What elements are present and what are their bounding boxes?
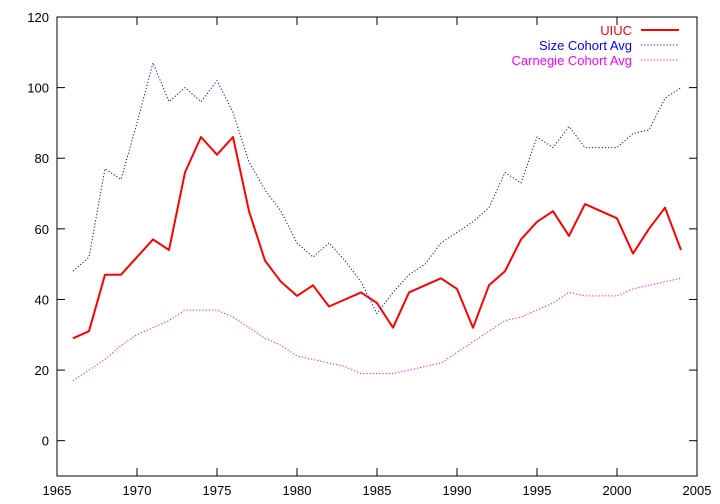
- x-tick-label: 1985: [363, 483, 392, 498]
- series-line-2: [72, 277, 682, 382]
- x-tick-label: 2005: [683, 483, 712, 498]
- y-tick-label: 0: [42, 434, 49, 449]
- series-line-1: [72, 62, 682, 315]
- y-tick-label: 120: [27, 10, 49, 25]
- series-layer: [72, 62, 682, 382]
- y-tick-label: 60: [35, 222, 49, 237]
- legend-label: Carnegie Cohort Avg: [512, 53, 632, 68]
- legend-label: UIUC: [600, 23, 632, 38]
- legend-label: Size Cohort Avg: [539, 38, 632, 53]
- x-tick-label: 1990: [443, 483, 472, 498]
- y-tick-label: 20: [35, 363, 49, 378]
- x-tick-label: 1970: [123, 483, 152, 498]
- x-tick-label: 1980: [283, 483, 312, 498]
- axis-ticks: 1965 1970 1975 1980 1985 1990 1995 2000 2005 0 20 4…: [27, 10, 711, 498]
- x-tick-label: 1995: [523, 483, 552, 498]
- series-line-0: [72, 136, 682, 340]
- x-tick-label: 1965: [43, 483, 72, 498]
- y-tick-label: 100: [27, 81, 49, 96]
- x-tick-label: 1975: [203, 483, 232, 498]
- y-tick-label: 80: [35, 151, 49, 166]
- y-tick-label: 40: [35, 292, 49, 307]
- x-tick-label: 2000: [603, 483, 632, 498]
